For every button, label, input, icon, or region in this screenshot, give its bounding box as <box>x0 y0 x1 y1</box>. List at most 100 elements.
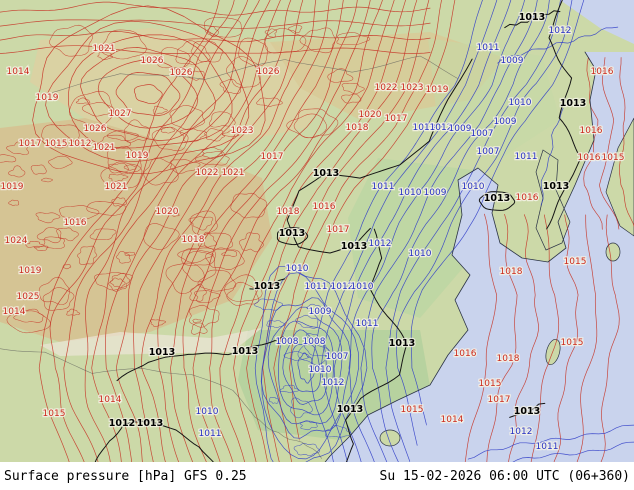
isobars-high-pressure-west <box>0 0 457 462</box>
pressure-label: 1015 <box>479 379 502 389</box>
coastline <box>324 51 597 462</box>
pressure-label: 1022 <box>196 168 219 178</box>
pressure-label: 1013 <box>514 406 540 417</box>
pressure-label: 1009 <box>309 307 332 317</box>
pressure-label: 1023 <box>401 83 424 93</box>
pressure-label: 1019 <box>426 85 449 95</box>
pressure-label: 1016 <box>454 349 477 359</box>
pressure-label: 1013 <box>543 181 569 192</box>
isobars-low-pressure <box>254 0 634 462</box>
pressure-label: 1021 <box>93 143 116 153</box>
pressure-label: 1013 <box>560 98 586 109</box>
pressure-label: 1011 <box>477 43 500 53</box>
pressure-label: 1015 <box>43 409 66 419</box>
pressure-label: 1024 <box>5 236 28 246</box>
pressure-label: 1011 <box>536 442 559 452</box>
pressure-label: 1012 <box>369 239 392 249</box>
pressure-label: 1020 <box>156 207 179 217</box>
pressure-label: 1007 <box>326 352 349 362</box>
pressure-label: 1018 <box>277 207 300 217</box>
isobar-1013-lines <box>94 0 582 462</box>
pressure-label: 1018 <box>500 267 523 277</box>
pressure-label: 1012 <box>322 378 345 388</box>
pressure-label: 1011 <box>356 319 379 329</box>
pressure-label: 1017 <box>327 225 350 235</box>
pressure-label: 1012 <box>109 418 135 429</box>
pressure-label: 1007 <box>471 129 494 139</box>
pressure-label: 1009 <box>501 56 524 66</box>
pressure-label: 1020 <box>359 110 382 120</box>
pressure-label: 1019 <box>1 182 24 192</box>
pressure-label: 1009 <box>424 188 447 198</box>
pressure-label: 1013 <box>149 347 175 358</box>
pressure-label: 1021 <box>105 182 128 192</box>
country-borders <box>0 55 458 459</box>
status-datetime-label: Su 15-02-2026 06:00 UTC (06+360) <box>379 468 630 484</box>
pressure-label: 1026 <box>170 68 193 78</box>
pressure-label: 1014 <box>99 395 122 405</box>
pressure-label: 1013 <box>413 123 436 133</box>
pressure-map: 1013 1012 1021 1011 1026 1009 1014 1026 1026 1016… <box>0 0 634 462</box>
pressure-label: 1010 <box>286 264 309 274</box>
pressure-label: 1015 <box>564 257 587 267</box>
pressure-label: 1016 <box>580 126 603 136</box>
pressure-label: 1018 <box>346 123 369 133</box>
pressure-label: 1013 <box>519 12 545 23</box>
pressure-label: 1018 <box>182 235 205 245</box>
pressure-label: 1021 <box>222 168 245 178</box>
pressure-label: 1017 <box>261 152 284 162</box>
pressure-label: 1026 <box>84 124 107 134</box>
pressure-label: 1011 <box>305 282 328 292</box>
pressure-label: 1017 <box>385 114 408 124</box>
pressure-label: 1013 <box>389 338 415 349</box>
pressure-label: 1019 <box>126 151 149 161</box>
pressure-label: 1012 <box>510 427 533 437</box>
pressure-label: 1017 <box>19 139 42 149</box>
pressure-label: 1015 <box>561 338 584 348</box>
pressure-label: 1013 <box>279 228 305 239</box>
pressure-label: 1016 <box>578 153 601 163</box>
pressure-label: 1013 <box>341 241 367 252</box>
pressure-label: 1015 <box>45 139 68 149</box>
pressure-label: 1013 <box>254 281 280 292</box>
pressure-label: 1010 <box>196 407 219 417</box>
pressure-label: 1010 <box>509 98 532 108</box>
pressure-label: 1011 <box>372 182 395 192</box>
isobars-high-pressure-east <box>464 57 634 462</box>
status-bar: Surface pressure [hPa] GFS 0.25 Su 15-02… <box>0 462 634 490</box>
pressure-label: 1012 <box>69 139 92 149</box>
status-parameter-label: Surface pressure [hPa] GFS 0.25 <box>4 468 247 484</box>
pressure-label: 1008 <box>276 337 299 347</box>
pressure-label: 1016 <box>64 218 87 228</box>
pressure-label: 1026 <box>257 67 280 77</box>
terrain-layer <box>0 0 634 462</box>
pressure-label: 1019 <box>36 93 59 103</box>
pressure-label: 1010 <box>309 365 332 375</box>
pressure-label: 1007 <box>477 147 500 157</box>
pressure-label: 1026 <box>141 56 164 66</box>
pressure-label: 1009 <box>449 124 472 134</box>
pressure-label: 1010 <box>409 249 432 259</box>
pressure-label: 1025 <box>17 292 40 302</box>
pressure-label: 1009 <box>494 117 517 127</box>
pressure-label: 1010 <box>351 282 374 292</box>
pressure-label: 1014 <box>3 307 26 317</box>
pressure-label: 1011 <box>515 152 538 162</box>
pressure-label: 1016 <box>313 202 336 212</box>
pressure-label: 1014 <box>7 67 30 77</box>
pressure-label: 1013 <box>337 404 363 415</box>
pressure-label: 1010 <box>462 182 485 192</box>
pressure-label: 1013 <box>232 346 258 357</box>
pressure-label: 1012 <box>430 123 453 133</box>
pressure-label: 1010 <box>399 188 422 198</box>
pressure-label: 1013 <box>313 168 339 179</box>
pressure-label: 1013 <box>137 418 163 429</box>
pressure-label: 1008 <box>303 337 326 347</box>
pressure-label: 1021 <box>93 44 116 54</box>
pressure-label: 1022 <box>375 83 398 93</box>
pressure-label: 1015 <box>401 405 424 415</box>
pressure-label: 1014 <box>441 415 464 425</box>
